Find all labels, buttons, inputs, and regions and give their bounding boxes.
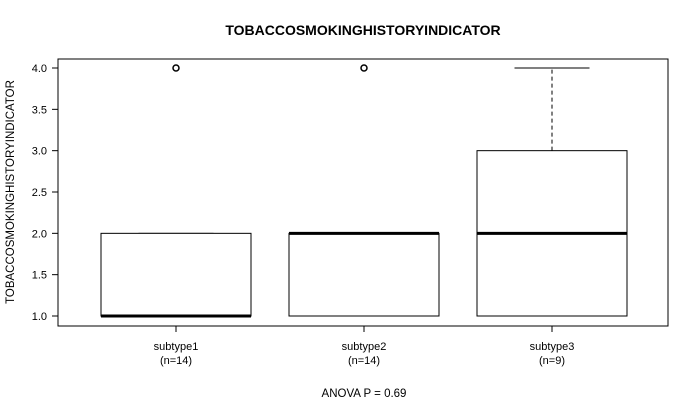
x-tick-label: subtype2: [342, 341, 387, 353]
y-tick-label: 1.5: [32, 270, 47, 282]
y-tick-label: 2.5: [32, 187, 47, 199]
chart-title: TOBACCOSMOKINGHISTORYINDICATOR: [225, 22, 500, 38]
outlier-point: [360, 64, 368, 72]
x-tick-count: (n=9): [539, 355, 565, 367]
y-tick-label: 2.0: [32, 228, 47, 240]
box-group-subtype3: subtype3 (n=9): [476, 67, 628, 367]
iqr-box: [100, 232, 252, 317]
y-tick-label: 1.0: [32, 311, 47, 323]
iqr-box: [288, 232, 440, 317]
x-tick-count: (n=14): [160, 355, 192, 367]
y-tick-label: 4.0: [32, 63, 47, 75]
x-axis-label: ANOVA P = 0.69: [322, 388, 407, 400]
box-group-subtype2: subtype2 (n=14): [288, 64, 440, 367]
x-tick-label: subtype1: [154, 341, 199, 353]
outlier-point: [172, 64, 180, 72]
y-axis-label: TOBACCOSMOKINGHISTORYINDICATOR: [5, 80, 17, 304]
x-tick-label: subtype3: [530, 341, 575, 353]
x-tick-count: (n=14): [348, 355, 380, 367]
y-tick-label: 3.5: [32, 104, 47, 116]
y-tick-label: 3.0: [32, 146, 47, 158]
box-group-subtype1: subtype1 (n=14): [100, 64, 252, 367]
